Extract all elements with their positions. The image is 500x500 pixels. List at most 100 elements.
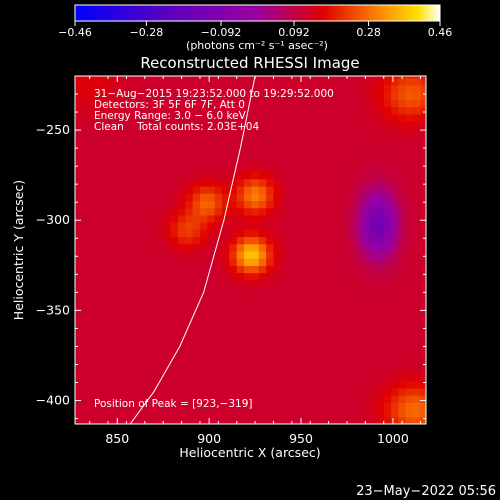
heatmap-cell xyxy=(398,265,407,274)
heatmap-cell xyxy=(398,366,407,375)
heatmap-cell xyxy=(302,236,311,245)
heatmap-cell xyxy=(170,395,179,403)
heatmap-cell xyxy=(339,258,348,266)
heatmap-cell xyxy=(332,330,341,339)
heatmap-cell xyxy=(376,185,385,194)
heatmap-cell xyxy=(89,323,98,331)
heatmap-cell xyxy=(288,229,297,238)
heatmap-cell xyxy=(97,395,106,403)
heatmap-cell xyxy=(192,351,201,360)
heatmap-cell xyxy=(214,286,223,295)
heatmap-cell xyxy=(339,402,348,411)
heatmap-cell xyxy=(420,258,426,266)
heatmap-cell xyxy=(148,286,157,295)
heatmap-cell xyxy=(398,106,407,115)
heatmap-cell xyxy=(207,142,216,151)
heatmap-cell xyxy=(222,387,230,396)
heatmap-cell xyxy=(310,142,319,151)
heatmap-cell xyxy=(258,85,267,93)
heatmap-cell xyxy=(324,395,333,403)
heatmap-cell xyxy=(170,337,179,346)
heatmap-cell xyxy=(280,185,289,194)
heatmap-cell xyxy=(302,265,311,274)
heatmap-cell xyxy=(405,294,414,302)
heatmap-cell xyxy=(192,142,201,151)
heatmap-cell xyxy=(141,395,150,403)
heatmap-cell xyxy=(199,323,208,331)
heatmap-cell xyxy=(295,344,304,353)
heatmap-cell xyxy=(405,193,414,202)
heatmap-cell xyxy=(317,178,326,187)
heatmap-cell xyxy=(163,402,172,411)
heatmap-cell xyxy=(310,106,319,115)
heatmap-cell xyxy=(207,113,216,122)
heatmap-cell xyxy=(141,279,150,288)
heatmap-cell xyxy=(413,85,422,93)
heatmap-cell xyxy=(324,416,333,424)
heatmap-cell xyxy=(133,402,142,411)
heatmap-cell xyxy=(391,200,400,209)
heatmap-cell xyxy=(354,286,363,295)
heatmap-cell xyxy=(280,121,289,129)
heatmap-cell xyxy=(111,85,120,93)
heatmap-cell xyxy=(280,301,289,310)
heatmap-cell xyxy=(369,272,377,281)
heatmap-cell xyxy=(89,344,98,353)
heatmap-cell xyxy=(376,121,385,129)
heatmap-cell xyxy=(75,77,83,86)
heatmap-cell xyxy=(354,76,363,79)
heatmap-cell xyxy=(111,92,120,101)
heatmap-cell xyxy=(302,402,311,411)
heatmap-cell xyxy=(258,214,267,223)
heatmap-cell xyxy=(391,207,400,216)
heatmap-cell xyxy=(82,258,91,266)
heatmap-cell xyxy=(332,308,341,317)
heatmap-cell xyxy=(111,243,120,252)
heatmap-cell xyxy=(332,106,341,115)
peak-position-label: Position of Peak = [923,−319] xyxy=(94,398,253,410)
heatmap-cell xyxy=(111,99,120,108)
heatmap-cell xyxy=(207,149,216,158)
heatmap-cell xyxy=(97,294,106,302)
heatmap-cell xyxy=(75,178,83,187)
heatmap-cell xyxy=(383,135,392,144)
heatmap-cell xyxy=(119,351,128,360)
heatmap-cell xyxy=(295,359,304,367)
heatmap-cell xyxy=(214,344,223,353)
heatmap-cell xyxy=(413,128,422,137)
heatmap-cell xyxy=(104,258,113,266)
y-tick-label: −300 xyxy=(36,212,70,227)
heatmap-cell xyxy=(126,92,135,101)
heatmap-cell xyxy=(82,92,91,101)
heatmap-cell xyxy=(391,76,400,79)
heatmap-cell xyxy=(104,178,113,187)
heatmap-cell xyxy=(119,128,128,137)
heatmap-cell xyxy=(266,164,275,173)
heatmap-cell xyxy=(295,207,304,216)
heatmap-cell xyxy=(229,236,238,245)
heatmap-cell xyxy=(354,308,363,317)
heatmap-cell xyxy=(148,351,157,360)
heatmap-cell xyxy=(75,149,83,158)
heatmap-cell xyxy=(177,272,186,281)
heatmap-cell xyxy=(302,128,311,137)
heatmap-cell xyxy=(185,286,194,295)
heatmap-cell xyxy=(111,366,120,375)
heatmap-cell xyxy=(391,135,400,144)
x-tick-label: 900 xyxy=(197,431,221,446)
heatmap-cell xyxy=(229,279,238,288)
heatmap-cell xyxy=(229,366,238,375)
heatmap-cell xyxy=(185,222,194,230)
heatmap-cell xyxy=(155,272,164,281)
heatmap-cell xyxy=(192,416,201,424)
heatmap-cell xyxy=(310,193,319,202)
heatmap-cell xyxy=(324,243,333,252)
heatmap-cell xyxy=(251,243,260,252)
heatmap-cell xyxy=(376,286,385,295)
heatmap-cell xyxy=(391,337,400,346)
heatmap-cell xyxy=(185,373,194,382)
heatmap-cell xyxy=(420,344,426,353)
heatmap-cell xyxy=(141,272,150,281)
heatmap-cell xyxy=(354,149,363,158)
heatmap-cell xyxy=(383,121,392,129)
